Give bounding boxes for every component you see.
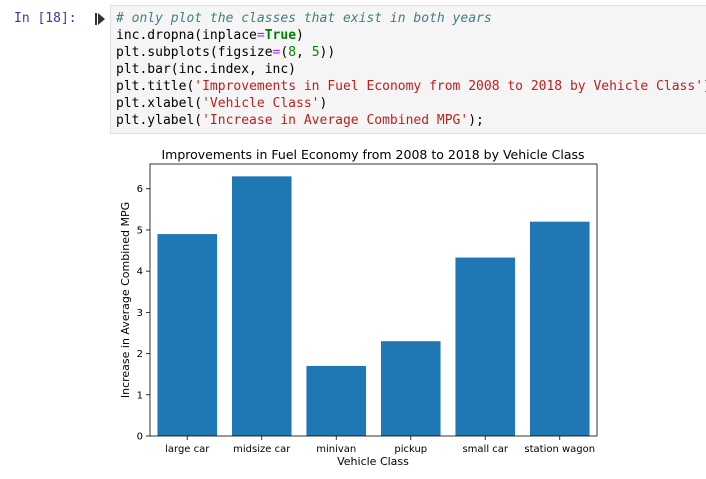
plot-frame — [149, 163, 598, 437]
code-token: # only plot the classes that exist in bo… — [116, 11, 492, 26]
code-token: ) — [296, 28, 304, 43]
y-tick-label: 2 — [137, 349, 143, 360]
y-tick-label: 3 — [137, 308, 143, 319]
code-token: inc.dropna(inplace — [116, 28, 257, 43]
code-line: inc.dropna(inplace=True) — [116, 27, 706, 44]
y-axis-label: Increase in Average Combined MPG — [119, 202, 132, 398]
x-tick-label: midsize car — [233, 444, 291, 455]
code-line: plt.xlabel('Vehicle Class') — [116, 95, 706, 112]
code-token: = — [256, 28, 265, 43]
run-cell-icon[interactable] — [95, 12, 105, 26]
bar-pickup — [380, 341, 441, 436]
code-token: plt.title( — [116, 79, 195, 94]
code-token: 'Increase in Average Combined MPG' — [202, 113, 469, 128]
code-line: # only plot the classes that exist in bo… — [116, 10, 706, 27]
code-line: plt.bar(inc.index, inc) — [116, 61, 706, 78]
x-axis-label: Vehicle Class — [337, 455, 409, 468]
x-tick-label: small car — [462, 444, 508, 455]
bar-chart: Improvements in Fuel Economy from 2008 t… — [119, 147, 598, 468]
code-token: 'Vehicle Class' — [202, 96, 320, 111]
code-token: = — [272, 45, 281, 60]
y-tick-label: 0 — [137, 432, 143, 443]
y-tick-label: 5 — [137, 225, 143, 236]
code-token: ); — [468, 113, 484, 128]
chart-title: Improvements in Fuel Economy from 2008 t… — [161, 147, 584, 162]
x-tick-label: station wagon — [524, 444, 595, 455]
x-tick-label: pickup — [394, 444, 427, 455]
x-tick-label: minivan — [316, 444, 356, 455]
bar-large-car — [157, 234, 218, 436]
bar-small-car — [455, 257, 516, 436]
y-tick-label: 4 — [137, 267, 143, 278]
y-tick-label: 6 — [137, 184, 143, 195]
code-token: , — [296, 45, 312, 60]
bar-minivan — [306, 365, 367, 436]
code-token: 'Improvements in Fuel Economy from 2008 … — [194, 79, 704, 94]
code-editor[interactable]: # only plot the classes that exist in bo… — [116, 10, 706, 129]
code-token: 8 — [288, 45, 297, 60]
code-token: ( — [280, 45, 289, 60]
input-prompt: In [18]: — [14, 11, 77, 26]
code-token: ) — [319, 96, 328, 111]
code-token: plt.ylabel( — [116, 113, 203, 128]
bar-midsize-car — [231, 176, 292, 437]
code-token: plt.bar(inc.index, inc) — [116, 62, 297, 77]
code-token: ) — [703, 79, 706, 94]
bar-station-wagon — [529, 221, 590, 436]
code-line: plt.title('Improvements in Fuel Economy … — [116, 78, 706, 95]
code-token: True — [264, 28, 297, 43]
code-token: 5 — [311, 45, 320, 60]
code-line: plt.subplots(figsize=(8, 5)) — [116, 44, 706, 61]
code-line: plt.ylabel('Increase in Average Combined… — [116, 112, 706, 129]
y-tick-label: 1 — [137, 390, 143, 401]
cell-output: Improvements in Fuel Economy from 2008 t… — [110, 138, 706, 475]
code-token: )) — [319, 45, 336, 60]
x-tick-label: large car — [165, 444, 210, 455]
code-token: plt.xlabel( — [116, 96, 203, 111]
code-token: plt.subplots(figsize — [116, 45, 273, 60]
code-cell-input[interactable]: # only plot the classes that exist in bo… — [110, 5, 706, 134]
